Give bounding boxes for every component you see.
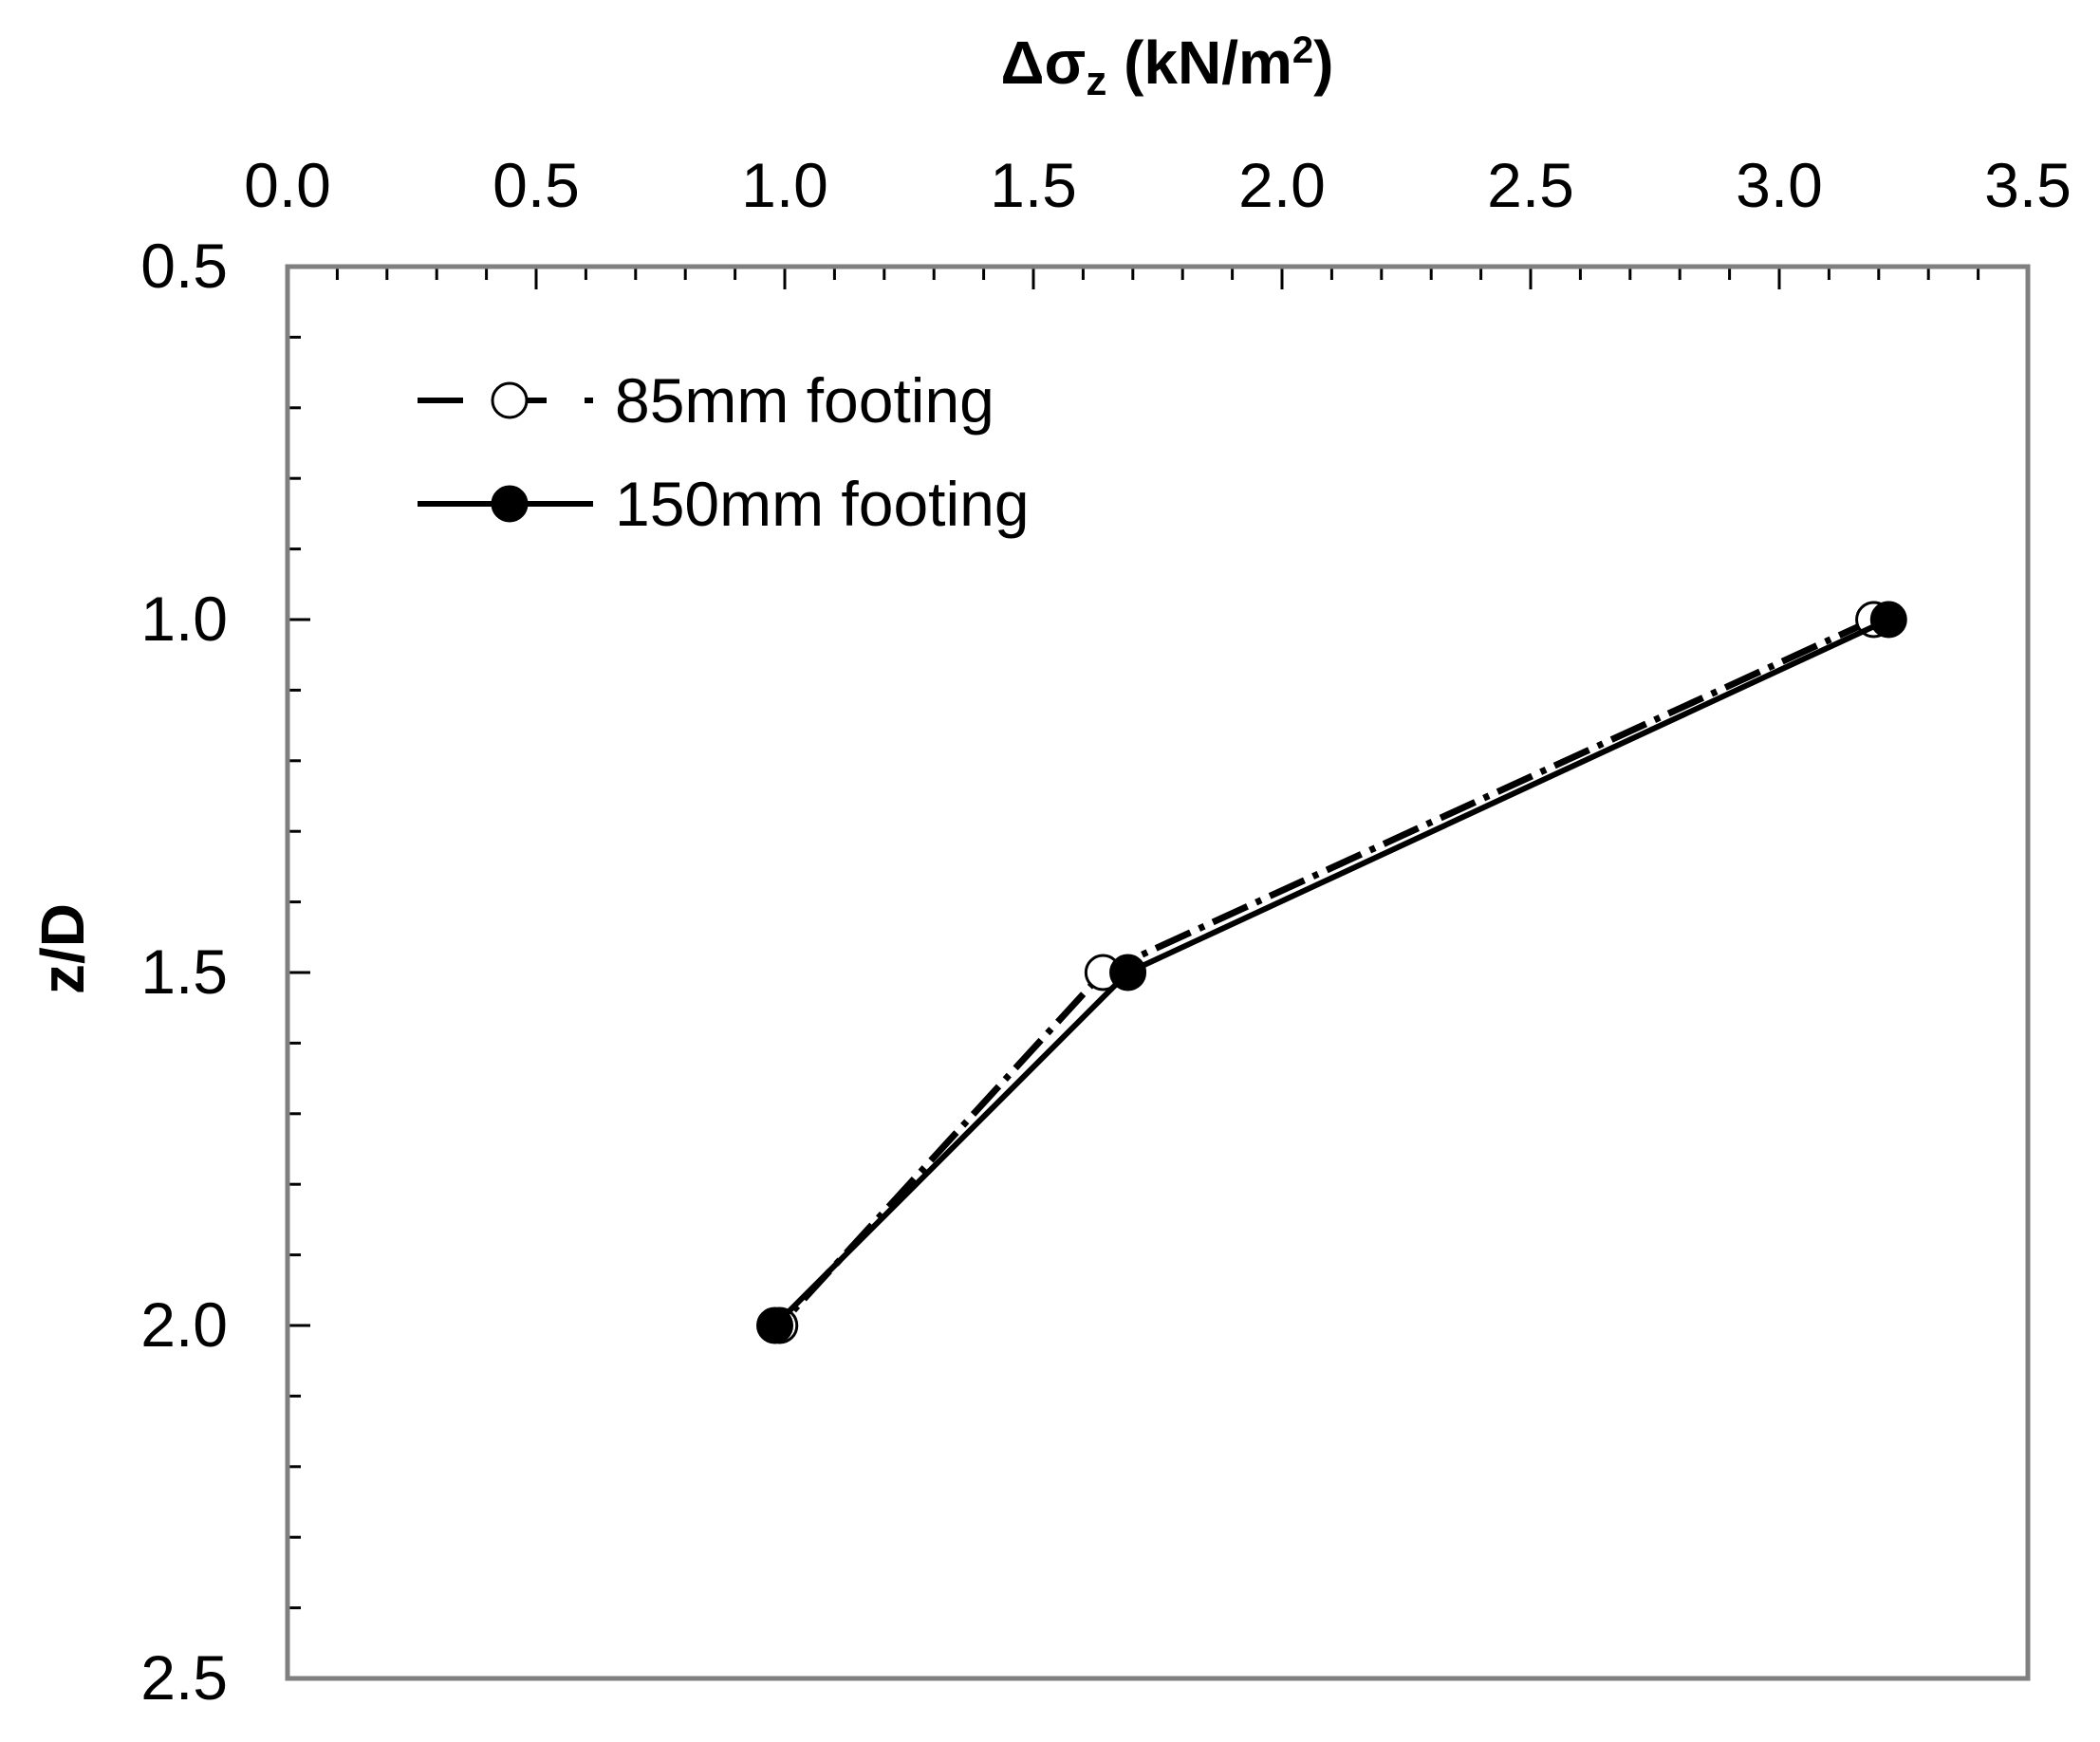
series-line <box>772 617 1890 1328</box>
data-point <box>756 1306 794 1344</box>
data-point <box>1109 954 1147 991</box>
x-axis-title: Δσz (kN/m2) <box>1001 28 1334 104</box>
x-tick-label: 1.5 <box>990 150 1077 220</box>
series-2 <box>756 601 1907 1344</box>
x-tick-labels: 0.0 0.5 1.0 1.5 2.0 2.5 3.0 3.5 <box>244 150 2072 220</box>
series-line <box>777 616 1876 1328</box>
x-axis-title-sub: z <box>1086 58 1106 104</box>
y-tick-label: 2.5 <box>140 1642 228 1713</box>
legend-entry-1: 85mm footing <box>418 365 994 436</box>
plot-frame <box>285 264 2031 1681</box>
major-ticks <box>286 265 2030 1680</box>
legend: 85mm footing 150mm footing <box>418 365 1030 539</box>
y-tick-label: 1.5 <box>140 936 228 1007</box>
x-axis-title-main: Δσ <box>1001 28 1087 97</box>
y-tick-label: 0.5 <box>140 231 228 301</box>
x-tick-label: 2.5 <box>1487 150 1574 220</box>
x-axis-title-unit-open: (kN/m <box>1106 28 1292 97</box>
x-axis-title-unit-sup: 2 <box>1292 29 1313 71</box>
legend-label: 150mm footing <box>615 469 1030 539</box>
legend-label: 85mm footing <box>615 365 994 436</box>
x-tick-label: 3.0 <box>1736 150 1823 220</box>
y-axis-title: z/D <box>28 903 97 994</box>
legend-marker <box>491 381 529 419</box>
y-tick-labels: 0.5 1.0 1.5 2.0 2.5 <box>140 231 228 1713</box>
legend-marker <box>491 485 529 523</box>
data-point <box>1869 601 1907 639</box>
series-layer <box>756 601 1907 1344</box>
y-tick-label: 2.0 <box>140 1289 228 1360</box>
legend-entry-2: 150mm footing <box>418 469 1030 539</box>
x-tick-label: 1.0 <box>741 150 828 220</box>
minor-ticks <box>288 267 1980 1610</box>
x-tick-label: 0.0 <box>244 150 331 220</box>
x-tick-label: 2.0 <box>1238 150 1326 220</box>
series-1 <box>761 601 1893 1344</box>
x-axis-title-unit-close: ) <box>1313 28 1333 97</box>
x-tick-label: 0.5 <box>492 150 580 220</box>
y-tick-label: 1.0 <box>140 584 228 654</box>
x-tick-label: 3.5 <box>1984 150 2072 220</box>
